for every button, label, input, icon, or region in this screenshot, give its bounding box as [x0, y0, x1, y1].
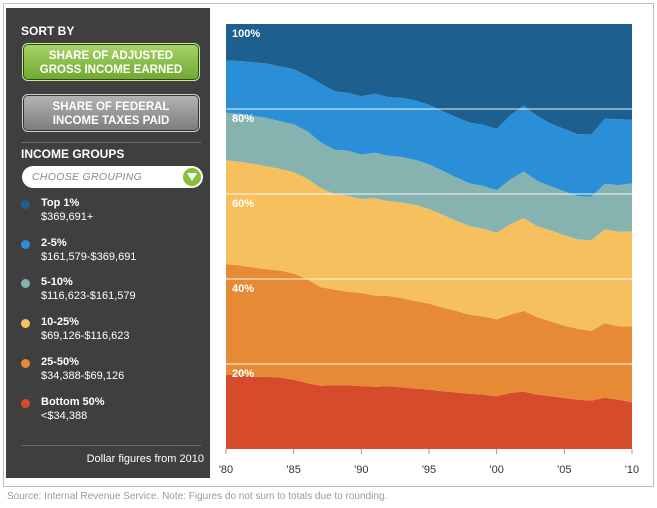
y-tick-label: 40% [232, 283, 254, 295]
legend-range: $116,623-$161,579 [41, 290, 136, 302]
legend-dot-icon [21, 319, 30, 328]
chart-x-labels: '80 '85 '90 '95 '00 '05 '10 [219, 449, 639, 476]
x-tick-label: '05 [557, 464, 571, 476]
button-label-line-1: SHARE OF ADJUSTED [48, 50, 174, 62]
legend-dot-icon [21, 359, 30, 368]
divider [21, 142, 201, 143]
sort-by-heading: SORT BY [21, 24, 75, 38]
area-series-2-5- [226, 60, 632, 197]
legend-range: $34,388-$69,126 [41, 370, 125, 382]
x-tick-label: '80 [219, 464, 233, 476]
x-tick-label: '95 [422, 464, 436, 476]
dollar-figures-note: Dollar figures from 2010 [86, 453, 204, 465]
area-series-5-10- [226, 112, 632, 241]
sort-adjusted-gross-income-button[interactable]: SHARE OF ADJUSTED GROSS INCOME EARNED [22, 43, 200, 81]
legend-range: $161,579-$369,691 [41, 251, 137, 263]
area-series-25-50- [226, 264, 632, 403]
legend-dot-icon [21, 240, 30, 249]
chart-y-labels: 20% 40% 60% 80% 100% [232, 28, 260, 380]
legend-name: Top 1% [41, 197, 80, 209]
legend-name: Bottom 50% [41, 396, 105, 408]
x-tick-label: '00 [489, 464, 503, 476]
grouping-dropdown[interactable]: CHOOSE GROUPING [22, 166, 203, 188]
button-label-line-2: INCOME TAXES PAID [52, 115, 170, 127]
legend-range: $369,691+ [41, 211, 94, 223]
chart-gridlines [226, 108, 632, 365]
divider [21, 445, 201, 446]
legend-range: <$34,388 [41, 410, 88, 422]
y-tick-label: 80% [232, 113, 254, 125]
area-series-10-25- [226, 160, 632, 331]
source-note: Source: Internal Revenue Service. Note: … [7, 491, 388, 502]
legend-name: 10-25% [41, 316, 79, 328]
sort-federal-income-taxes-button[interactable]: SHARE OF FEDERAL INCOME TAXES PAID [22, 94, 200, 132]
y-tick-label: 100% [232, 28, 260, 40]
legend-name: 2-5% [41, 237, 67, 249]
legend-dot-icon [21, 200, 30, 209]
income-groups-heading: INCOME GROUPS [21, 147, 125, 161]
x-tick-label: '85 [286, 464, 300, 476]
area-series-bottom-50- [226, 374, 632, 449]
legend-name: 25-50% [41, 356, 79, 368]
legend-dot-icon [21, 399, 30, 408]
legend-dot-icon [21, 279, 30, 288]
stacked-area-chart: 20% 40% 60% 80% 100% '80 '85 '90 '95 '00 '05 '10 [219, 24, 639, 476]
area-series-top-1- [226, 24, 632, 135]
legend-name: 5-10% [41, 276, 73, 288]
dropdown-placeholder: CHOOSE GROUPING [32, 171, 143, 183]
legend-range: $69,126-$116,623 [41, 330, 130, 342]
x-tick-label: '10 [625, 464, 639, 476]
chart-areas [226, 24, 632, 449]
button-label-line-2: GROSS INCOME EARNED [39, 64, 183, 76]
button-label-line-1: SHARE OF FEDERAL [52, 101, 170, 113]
sidebar: SORT BY SHARE OF ADJUSTED GROSS INCOME E… [6, 8, 210, 478]
y-tick-label: 60% [232, 198, 254, 210]
chevron-down-icon[interactable] [183, 168, 201, 186]
x-tick-label: '90 [354, 464, 368, 476]
y-tick-label: 20% [232, 368, 254, 380]
